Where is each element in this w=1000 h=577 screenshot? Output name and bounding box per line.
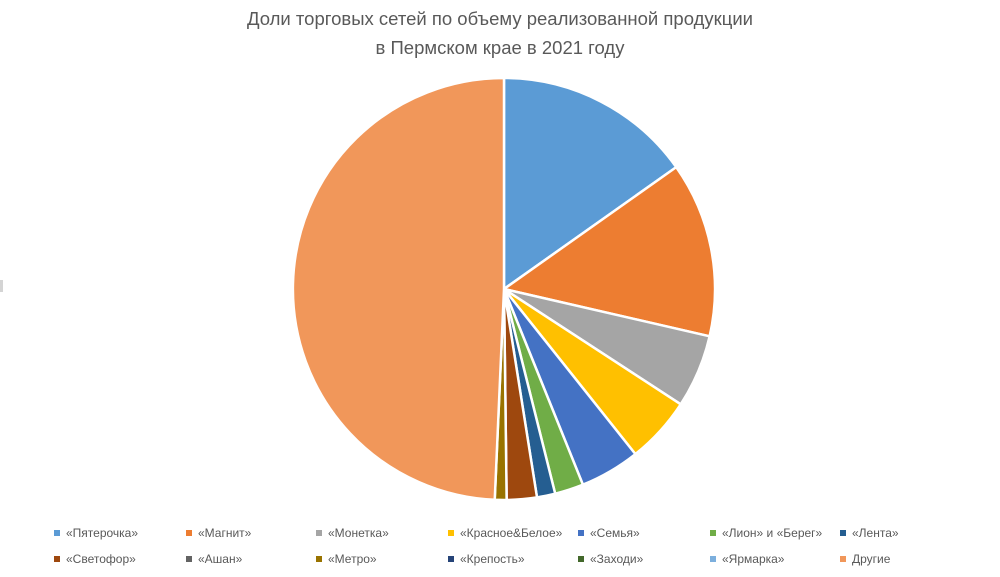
legend-label: «Пятерочка» [66,526,139,540]
legend-label: «Красное&Белое» [460,526,563,540]
chart-title: Доли торговых сетей по объему реализован… [0,4,1000,62]
legend-item: «Ярмарка» [710,552,784,566]
legend-item: «Заходи» [578,552,643,566]
cropped-axis-fragment [0,280,3,292]
legend-item: «Монетка» [316,526,389,540]
legend-swatch-icon [186,556,192,562]
legend-swatch-icon [578,556,584,562]
legend-swatch-icon [578,530,584,536]
legend-swatch-icon [448,530,454,536]
legend-label: «Семья» [590,526,640,540]
legend-label: «Крепость» [460,552,525,566]
legend-swatch-icon [710,556,716,562]
legend-label: «Ярмарка» [722,552,785,566]
legend-label: «Заходи» [590,552,644,566]
legend-swatch-icon [54,556,60,562]
legend-item: «Лента» [840,526,899,540]
legend-swatch-icon [710,530,716,536]
legend-item: «Метро» [316,552,377,566]
legend-label: «Лион» и «Берег» [722,526,823,540]
legend-item: «Пятерочка» [54,526,138,540]
pie-chart [291,76,717,502]
legend-swatch-icon [840,530,846,536]
legend-label: «Светофор» [66,552,136,566]
chart-legend: «Пятерочка» «Магнит» «Монетка» «Красное&Бел… [0,524,1000,574]
legend-swatch-icon [840,556,846,562]
legend-item: «Светофор» [54,552,136,566]
legend-label: Другие [852,552,891,566]
legend-swatch-icon [316,530,322,536]
legend-swatch-icon [54,530,60,536]
legend-label: «Метро» [328,552,377,566]
pie-slice [291,76,506,502]
legend-item: «Ашан» [186,552,242,566]
pie-slice [502,76,678,291]
legend-item: «Красное&Белое» [448,526,562,540]
legend-item: «Лион» и «Берег» [710,526,822,540]
legend-item: «Крепость» [448,552,525,566]
legend-swatch-icon [448,556,454,562]
legend-item: «Семья» [578,526,640,540]
legend-item: Другие [840,552,890,566]
chart-title-line-2: в Пермском крае в 2021 году [375,37,625,58]
legend-swatch-icon [316,556,322,562]
legend-label: «Монетка» [328,526,389,540]
legend-item: «Магнит» [186,526,251,540]
legend-label: «Ашан» [198,552,243,566]
chart-title-line-1: Доли торговых сетей по объему реализован… [247,8,753,29]
legend-swatch-icon [186,530,192,536]
legend-label: «Лента» [852,526,899,540]
pie-slice [502,165,717,338]
legend-label: «Магнит» [198,526,252,540]
